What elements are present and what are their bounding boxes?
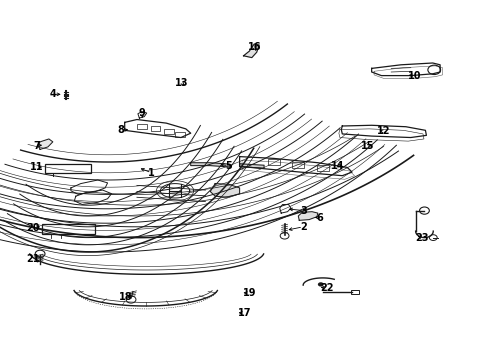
Text: 13: 13 (175, 78, 188, 88)
Bar (316, 165, 328, 171)
Polygon shape (190, 163, 229, 167)
Text: 3: 3 (300, 206, 307, 216)
Text: 12: 12 (376, 126, 390, 136)
Text: 16: 16 (247, 42, 261, 52)
Text: 17: 17 (237, 308, 251, 318)
Text: 4: 4 (49, 89, 56, 99)
Text: 21: 21 (26, 254, 40, 264)
Bar (267, 159, 279, 165)
Text: 5: 5 (225, 161, 232, 171)
Text: 6: 6 (316, 213, 323, 223)
Polygon shape (210, 184, 239, 197)
Bar (41, 224, 95, 234)
Polygon shape (243, 44, 259, 58)
Text: 2: 2 (299, 222, 306, 232)
Text: 7: 7 (33, 141, 40, 151)
Text: 10: 10 (407, 71, 421, 81)
Text: 9: 9 (138, 108, 145, 118)
Bar (45, 164, 91, 173)
Text: 1: 1 (148, 168, 155, 178)
Bar (150, 126, 160, 131)
Text: 18: 18 (119, 292, 133, 302)
Text: 15: 15 (360, 141, 374, 151)
Text: 19: 19 (242, 288, 256, 298)
Bar (292, 162, 304, 168)
Polygon shape (239, 164, 264, 168)
Text: 11: 11 (30, 162, 43, 172)
Text: 14: 14 (330, 161, 344, 171)
Polygon shape (298, 212, 317, 220)
Text: 20: 20 (26, 222, 40, 233)
Bar (350, 290, 358, 294)
Text: 22: 22 (319, 283, 333, 293)
Bar (137, 124, 146, 129)
Bar (175, 132, 184, 137)
Polygon shape (38, 139, 53, 149)
Bar (163, 129, 173, 134)
Circle shape (317, 282, 323, 287)
Text: 23: 23 (414, 233, 427, 243)
Text: 8: 8 (118, 125, 124, 135)
